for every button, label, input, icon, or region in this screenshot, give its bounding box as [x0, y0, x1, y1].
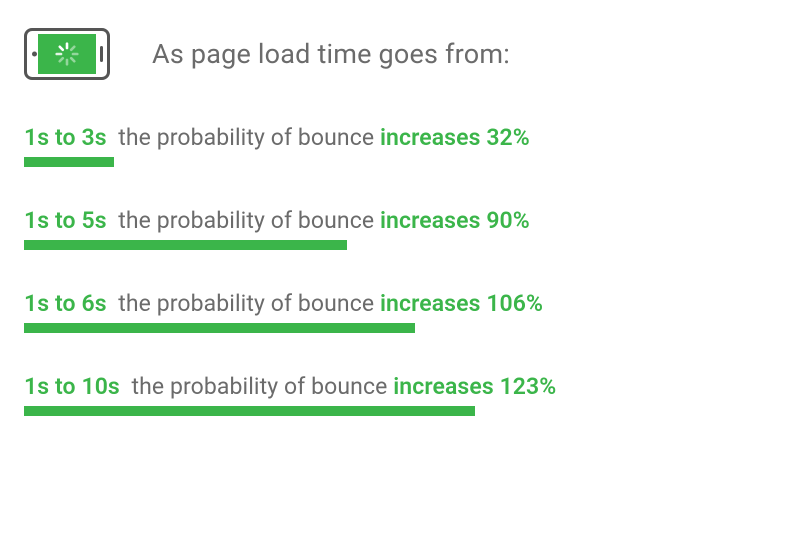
time-range: 1s to 10s [24, 373, 120, 400]
phone-screen [38, 34, 96, 74]
increase-text: increases 90% [380, 207, 530, 234]
chart-row: 1s to 6s the probability of bounce incre… [24, 290, 776, 333]
increase-text: increases 106% [380, 290, 543, 317]
chart-rows: 1s to 3s the probability of bounce incre… [24, 124, 776, 416]
bar [24, 406, 475, 416]
bar [24, 323, 415, 333]
infographic-container: As page load time goes from: 1s to 3s th… [0, 0, 800, 440]
probability-text: the probability of bounce [118, 124, 374, 151]
probability-text: the probability of bounce [118, 290, 374, 317]
increase-text: increases 123% [393, 373, 556, 400]
row-text: 1s to 3s the probability of bounce incre… [24, 124, 776, 151]
bar-track [24, 406, 776, 416]
loading-spinner-icon [54, 41, 80, 67]
bar-track [24, 240, 776, 250]
chart-row: 1s to 10s the probability of bounce incr… [24, 373, 776, 416]
chart-row: 1s to 5s the probability of bounce incre… [24, 207, 776, 250]
row-text: 1s to 10s the probability of bounce incr… [24, 373, 776, 400]
bar-track [24, 323, 776, 333]
time-range: 1s to 6s [24, 290, 107, 317]
chart-row: 1s to 3s the probability of bounce incre… [24, 124, 776, 167]
bar-track [24, 157, 776, 167]
time-range: 1s to 5s [24, 207, 107, 234]
probability-text: the probability of bounce [118, 207, 374, 234]
probability-text: the probability of bounce [132, 373, 388, 400]
phone-icon [24, 28, 110, 80]
row-text: 1s to 5s the probability of bounce incre… [24, 207, 776, 234]
bar [24, 240, 347, 250]
row-text: 1s to 6s the probability of bounce incre… [24, 290, 776, 317]
chart-title: As page load time goes from: [152, 38, 510, 70]
time-range: 1s to 3s [24, 124, 107, 151]
bar [24, 157, 114, 167]
header: As page load time goes from: [24, 28, 776, 80]
increase-text: increases 32% [380, 124, 530, 151]
